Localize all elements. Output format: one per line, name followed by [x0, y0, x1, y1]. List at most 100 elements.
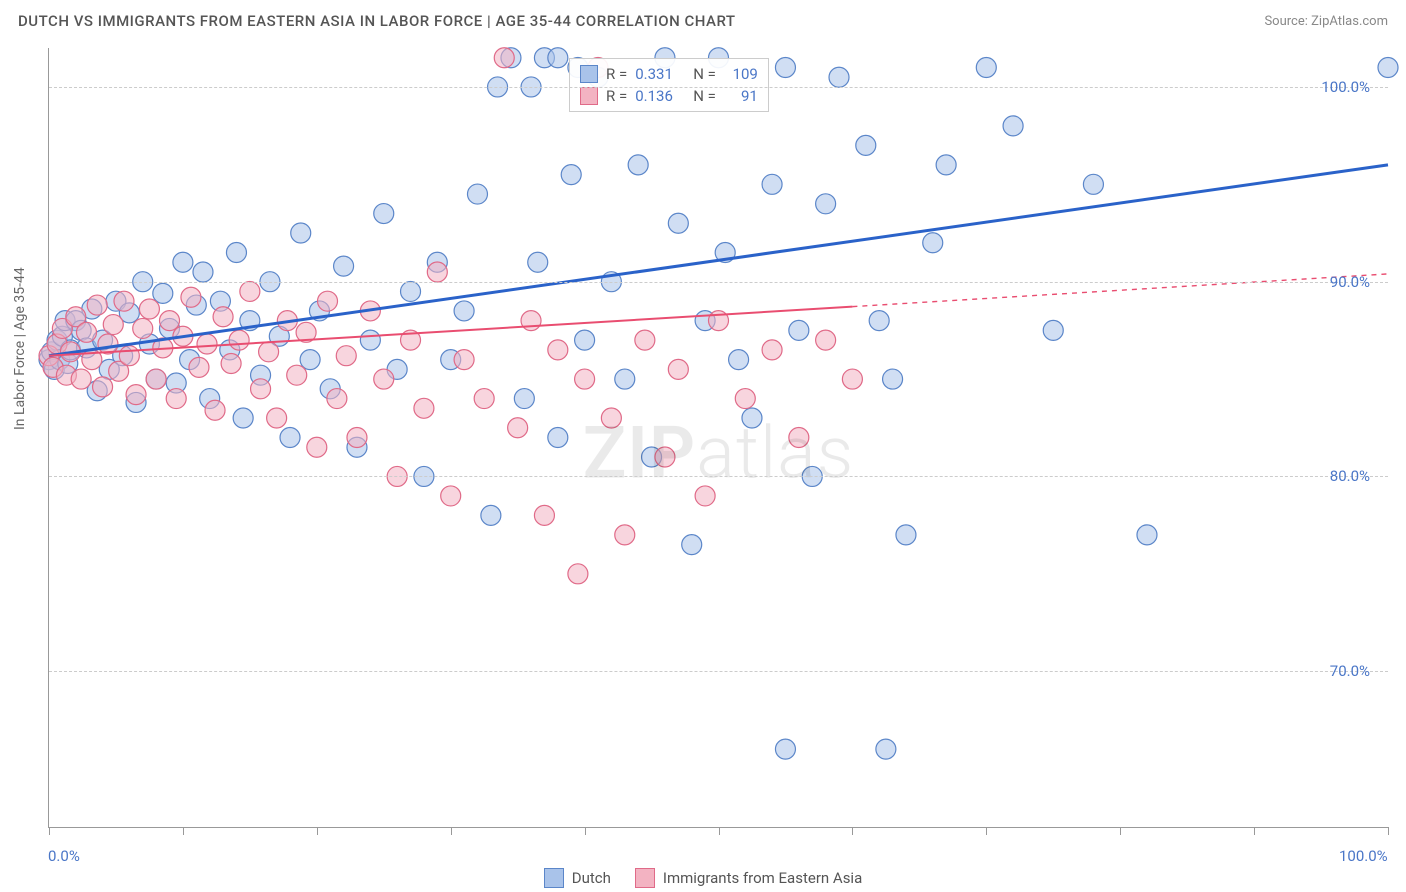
stats-r-label: R = [606, 87, 627, 105]
stats-n-value-east_asia: 91 [724, 87, 758, 105]
scatter-point-dutch [876, 739, 896, 759]
scatter-point-east_asia [414, 398, 434, 418]
gridline [49, 671, 1388, 672]
scatter-point-dutch [291, 223, 311, 243]
scatter-point-dutch [883, 369, 903, 389]
scatter-point-east_asia [166, 389, 186, 409]
scatter-point-dutch [1378, 57, 1398, 77]
legend-swatch-dutch [580, 65, 598, 83]
scatter-point-dutch [1003, 116, 1023, 136]
scatter-point-east_asia [103, 315, 123, 335]
scatter-point-east_asia [374, 369, 394, 389]
scatter-point-east_asia [197, 334, 217, 354]
legend-swatch-east_asia [580, 87, 598, 105]
x-tick-label-min: 0.0% [48, 847, 80, 865]
y-tick-label: 100.0% [1321, 78, 1370, 96]
scatter-point-east_asia [441, 486, 461, 506]
scatter-point-east_asia [229, 330, 249, 350]
scatter-point-dutch [682, 535, 702, 555]
correlation-stats-box: R =0.331N =109R =0.136N =91 [569, 58, 769, 112]
scatter-point-east_asia [655, 447, 675, 467]
scatter-point-east_asia [221, 353, 241, 373]
scatter-point-dutch [454, 301, 474, 321]
scatter-point-dutch [742, 408, 762, 428]
chart-header: DUTCH VS IMMIGRANTS FROM EASTERN ASIA IN… [0, 0, 1406, 38]
legend-swatch-east_asia [635, 868, 655, 888]
scatter-point-dutch [615, 369, 635, 389]
scatter-point-dutch [226, 242, 246, 262]
scatter-point-dutch [575, 330, 595, 350]
scatter-point-dutch [401, 281, 421, 301]
x-tick [317, 827, 318, 835]
scatter-point-dutch [729, 350, 749, 370]
x-tick [183, 827, 184, 835]
x-tick [1254, 827, 1255, 835]
x-tick [49, 827, 50, 835]
scatter-point-dutch [280, 428, 300, 448]
stats-n-value-dutch: 109 [724, 65, 758, 83]
scatter-point-dutch [481, 505, 501, 525]
gridline [49, 282, 1388, 283]
scatter-point-dutch [467, 184, 487, 204]
stats-n-label: N = [693, 65, 716, 83]
scatter-point-dutch [628, 155, 648, 175]
scatter-point-east_asia [601, 408, 621, 428]
scatter-point-east_asia [240, 281, 260, 301]
scatter-point-east_asia [347, 428, 367, 448]
chart-title: DUTCH VS IMMIGRANTS FROM EASTERN ASIA IN… [18, 12, 736, 30]
scatter-point-east_asia [87, 295, 107, 315]
scatter-point-east_asia [139, 299, 159, 319]
x-tick [585, 827, 586, 835]
scatter-point-dutch [514, 389, 534, 409]
scatter-point-dutch [374, 204, 394, 224]
scatter-point-dutch [334, 256, 354, 276]
source-link[interactable]: ZipAtlas.com [1311, 14, 1388, 29]
stats-row-dutch: R =0.331N =109 [580, 63, 758, 85]
scatter-point-dutch [936, 155, 956, 175]
x-tick [1120, 827, 1121, 835]
scatter-point-east_asia [267, 408, 287, 428]
scatter-point-dutch [775, 739, 795, 759]
scatter-point-dutch [233, 408, 253, 428]
trend-line-dashed-east_asia [852, 274, 1388, 307]
x-tick [852, 827, 853, 835]
stats-n-label: N = [693, 87, 716, 105]
scatter-point-east_asia [575, 369, 595, 389]
scatter-point-east_asia [508, 418, 528, 438]
scatter-point-dutch [829, 67, 849, 87]
stats-r-label: R = [606, 65, 627, 83]
scatter-plot-svg [49, 48, 1388, 827]
scatter-point-east_asia [336, 346, 356, 366]
scatter-point-dutch [869, 311, 889, 331]
scatter-point-east_asia [454, 350, 474, 370]
legend-item-dutch: Dutch [544, 868, 611, 888]
x-tick [451, 827, 452, 835]
gridline [49, 476, 1388, 477]
scatter-point-east_asia [93, 377, 113, 397]
scatter-point-dutch [561, 165, 581, 185]
legend-label-dutch: Dutch [572, 869, 611, 887]
scatter-point-east_asia [160, 311, 180, 331]
scatter-point-east_asia [251, 379, 271, 399]
scatter-point-dutch [896, 525, 916, 545]
y-tick-label: 70.0% [1330, 662, 1370, 680]
scatter-point-east_asia [205, 400, 225, 420]
scatter-point-east_asia [548, 340, 568, 360]
x-tick [986, 827, 987, 835]
y-tick-label: 90.0% [1330, 273, 1370, 291]
scatter-point-dutch [528, 252, 548, 272]
scatter-point-dutch [360, 330, 380, 350]
scatter-point-east_asia [695, 486, 715, 506]
source-label: Source: [1264, 14, 1307, 29]
y-axis-label: In Labor Force | Age 35-44 [12, 267, 28, 430]
scatter-point-east_asia [146, 369, 166, 389]
scatter-point-east_asia [534, 505, 554, 525]
scatter-point-east_asia [259, 342, 279, 362]
scatter-point-east_asia [213, 307, 233, 327]
scatter-point-dutch [300, 350, 320, 370]
scatter-point-east_asia [615, 525, 635, 545]
scatter-point-dutch [775, 57, 795, 77]
scatter-point-east_asia [816, 330, 836, 350]
scatter-point-east_asia [318, 291, 338, 311]
legend-item-east_asia: Immigrants from Eastern Asia [635, 868, 862, 888]
